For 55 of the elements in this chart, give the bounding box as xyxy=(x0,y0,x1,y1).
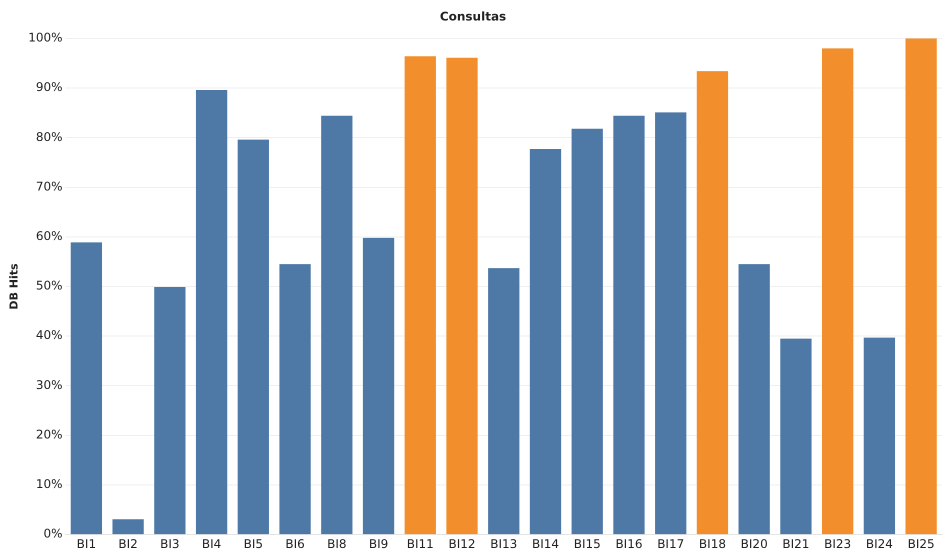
x-tick-label: BI24 xyxy=(866,536,893,551)
bar xyxy=(112,519,144,534)
y-tick-label: 60% xyxy=(36,229,63,244)
bar xyxy=(738,264,770,534)
bar xyxy=(279,264,311,534)
bar xyxy=(864,338,896,534)
bar xyxy=(196,90,228,534)
x-tick-label: BI18 xyxy=(698,536,726,551)
x-tick-label: BI13 xyxy=(490,536,518,551)
x-tick-label: BI25 xyxy=(908,536,935,551)
y-tick-label: 30% xyxy=(36,378,63,392)
x-tick-label: BI14 xyxy=(532,536,560,551)
x-tick-label: BI11 xyxy=(406,536,434,551)
bar xyxy=(822,48,854,534)
bar xyxy=(238,140,269,534)
x-tick-label: BI9 xyxy=(368,536,388,551)
y-tick-label: 0% xyxy=(43,526,63,541)
x-tick-label: BI20 xyxy=(740,536,768,551)
x-tick-label: BI3 xyxy=(160,536,180,551)
bar xyxy=(780,338,812,534)
y-tick-label: 50% xyxy=(36,278,63,293)
y-axis-title: DB Hits xyxy=(7,262,20,310)
x-tick-label: BI23 xyxy=(824,536,852,551)
chart-title: Consultas xyxy=(440,9,506,24)
x-tick-label: BI21 xyxy=(782,536,810,551)
x-tick-label: BI5 xyxy=(244,536,264,551)
y-tick-label: 70% xyxy=(36,179,63,194)
y-tick-label: 40% xyxy=(36,328,63,342)
x-tick-label: BI12 xyxy=(448,536,476,551)
y-tick-label: 10% xyxy=(36,477,63,492)
x-tick-label: BI8 xyxy=(327,536,347,551)
x-tick-label: BI1 xyxy=(76,536,96,551)
bar xyxy=(572,128,603,534)
x-tick-label: BI4 xyxy=(202,536,222,551)
x-tick-label: BI6 xyxy=(285,536,305,551)
bar xyxy=(154,286,186,534)
y-tick-label: 20% xyxy=(36,427,63,442)
bar xyxy=(905,38,937,534)
bar xyxy=(70,242,102,534)
bar xyxy=(613,116,645,534)
bar xyxy=(488,268,520,534)
bar xyxy=(362,238,394,534)
y-tick-label: 80% xyxy=(36,130,63,144)
x-tick-label: BI16 xyxy=(615,536,642,551)
x-tick-label: BI17 xyxy=(657,536,684,551)
bar xyxy=(446,58,478,534)
y-tick-label: 100% xyxy=(28,30,63,45)
x-tick-label: BI15 xyxy=(574,536,601,551)
bar xyxy=(655,112,686,534)
bar xyxy=(530,149,562,534)
bar xyxy=(404,56,436,534)
bar xyxy=(321,116,352,534)
y-tick-label: 90% xyxy=(36,80,63,94)
x-tick-label: BI2 xyxy=(118,536,138,551)
bar xyxy=(696,71,728,534)
